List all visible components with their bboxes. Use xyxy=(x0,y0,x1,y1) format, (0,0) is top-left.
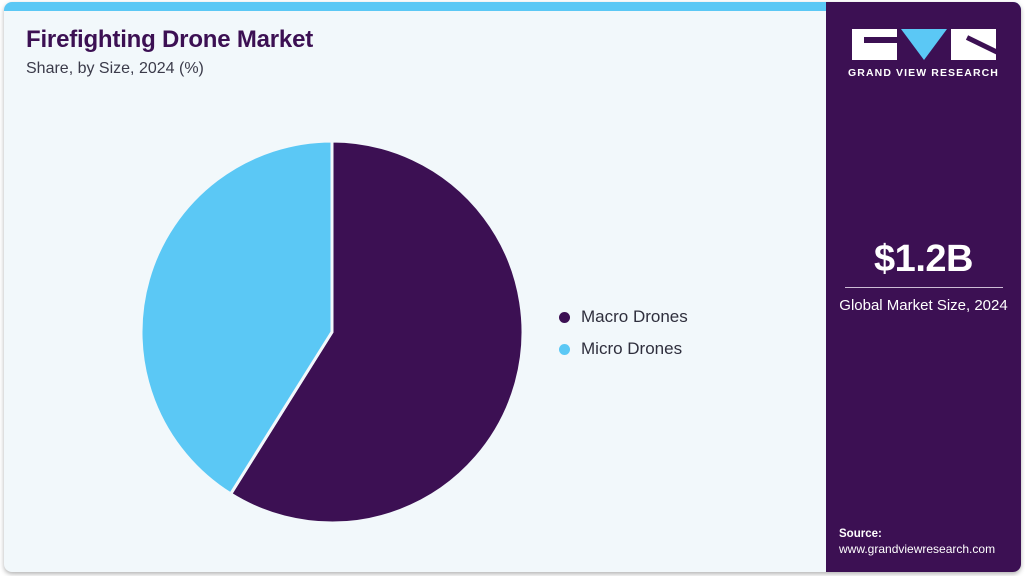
legend-item-macro-drones[interactable]: Macro Drones xyxy=(559,301,688,333)
chart-legend: Macro Drones Micro Drones xyxy=(559,301,688,365)
logo-r-icon xyxy=(950,29,996,60)
logo-g-icon xyxy=(851,29,897,60)
source-label: Source: xyxy=(839,527,882,540)
legend-label: Micro Drones xyxy=(581,339,683,358)
pie-chart-svg xyxy=(139,139,525,525)
source-block: Source: www.grandviewresearch.com xyxy=(839,526,1021,558)
legend-dot-icon xyxy=(559,343,570,355)
pie-chart xyxy=(137,138,527,528)
legend-item-micro-drones[interactable]: Micro Drones xyxy=(559,333,688,365)
legend-label: Macro Drones xyxy=(581,307,688,326)
stat-divider xyxy=(844,287,1003,288)
logo-v-triangle-icon xyxy=(900,29,947,60)
chart-header: Firefighting Drone Market Share, by Size… xyxy=(26,26,726,79)
chart-card: Firefighting Drone Market Share, by Size… xyxy=(4,2,1021,572)
chart-subtitle: Share, by Size, 2024 (%) xyxy=(26,60,204,78)
source-url[interactable]: www.grandviewresearch.com xyxy=(839,542,996,557)
logo-marks xyxy=(826,29,1021,60)
accent-top-strip xyxy=(4,2,1021,11)
brand-logo: GRAND VIEW RESEARCH xyxy=(826,29,1021,79)
pie-slice[interactable] xyxy=(139,139,334,496)
side-panel: GRAND VIEW RESEARCH $1.2B Global Market … xyxy=(826,2,1021,572)
legend-dot-icon xyxy=(559,311,570,323)
market-size-stat: $1.2B Global Market Size, 2024 xyxy=(839,240,1008,316)
logo-wordmark: GRAND VIEW RESEARCH xyxy=(848,67,999,79)
pie-slice[interactable] xyxy=(229,139,525,525)
stat-value: $1.2B xyxy=(874,238,973,280)
stat-caption: Global Market Size, 2024 xyxy=(839,297,1008,314)
page-title: Firefighting Drone Market xyxy=(26,26,314,53)
